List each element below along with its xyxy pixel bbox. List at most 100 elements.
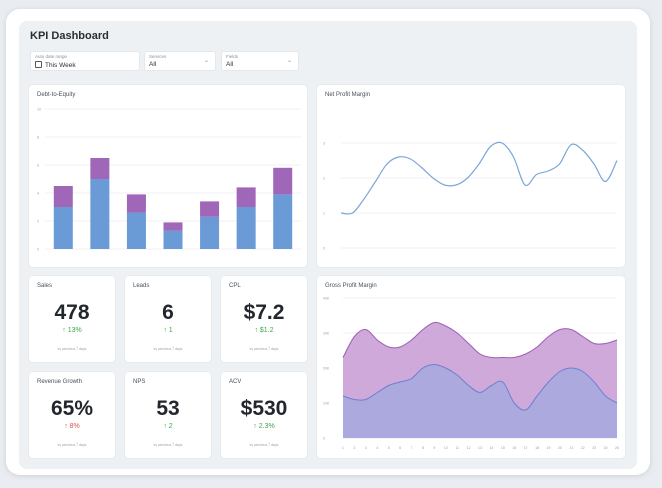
kpi-label: CPL xyxy=(229,283,241,289)
y-tick-label: 0 xyxy=(323,247,325,251)
x-tick-label: 9 xyxy=(433,446,435,450)
services-select[interactable]: Services All ⌄ xyxy=(144,51,216,71)
series-area xyxy=(343,364,617,438)
services-label: Services xyxy=(149,54,167,59)
y-tick-label: 20K xyxy=(323,367,330,371)
kpi-value: 65% xyxy=(50,397,94,420)
kpi-label: Leads xyxy=(133,283,150,289)
series-line xyxy=(340,141,618,215)
x-tick-label: 11 xyxy=(455,446,459,450)
bar-segment xyxy=(126,194,146,213)
fields-label: Fields xyxy=(226,54,239,59)
kpi-value: 53 xyxy=(156,397,180,420)
x-tick-label: 2 xyxy=(353,446,355,450)
x-tick-label: 24 xyxy=(604,446,608,450)
x-tick-label: 20 xyxy=(558,446,562,450)
y-tick-label: 40K xyxy=(323,297,330,301)
x-tick-label: 6 xyxy=(399,446,401,450)
y-tick-label: 2 xyxy=(323,177,325,181)
fields-select[interactable]: Fields All ⌄ xyxy=(221,51,299,71)
x-tick-label: 17 xyxy=(524,446,528,450)
kpi-card-cpl: CPL $7.2 ↑ $1.2 vs previous 7 days xyxy=(221,276,307,362)
y-tick-label: 10 xyxy=(37,108,41,112)
kpi-label: Revenue Growth xyxy=(37,379,83,385)
net-profit-margin-chart: 0 1 2 3 xyxy=(323,141,618,251)
x-tick-label: 13 xyxy=(478,446,482,450)
bar-segment xyxy=(236,207,256,249)
kpi-comparison: vs previous 7 days xyxy=(57,443,87,447)
date-range-label: Auto date range xyxy=(35,54,68,59)
x-tick-label: 10 xyxy=(444,446,448,450)
x-tick-label: 4 xyxy=(376,446,378,450)
x-tick-label: 5 xyxy=(388,446,390,450)
x-tick-label: 1 xyxy=(342,446,344,450)
x-tick-label: 23 xyxy=(592,446,596,450)
page-title: KPI Dashboard xyxy=(30,30,109,42)
series-line xyxy=(342,363,618,411)
bar-segment xyxy=(273,194,293,249)
kpi-delta: ↑ 8% xyxy=(64,423,80,430)
net-profit-margin-card: Net Profit Margin 0 1 2 3 xyxy=(317,85,625,267)
x-tick-label: 3 xyxy=(365,446,367,450)
x-tick-label: 12 xyxy=(467,446,471,450)
series-line xyxy=(342,321,618,359)
kpi-label: NPS xyxy=(133,379,146,385)
gross-profit-margin-title: Gross Profit Margin xyxy=(325,283,377,289)
fields-value: All xyxy=(226,61,234,68)
debt-to-equity-title: Debt-to-Equity xyxy=(37,92,76,98)
gross-profit-margin-card: Gross Profit Margin 0 10K 20K 30K 40K 1 2 3 4 5 6 7… xyxy=(317,276,625,458)
y-tick-label: 2 xyxy=(37,220,39,224)
kpi-delta: ↑ 13% xyxy=(62,327,82,334)
kpi-card-sales: Sales 478 ↑ 13% vs previous 7 days xyxy=(29,276,115,362)
kpi-comparison: vs previous 7 days xyxy=(249,443,279,447)
y-tick-label: 6 xyxy=(37,164,39,168)
bar-segment xyxy=(273,167,293,195)
kpi-card-nps: NPS 53 ↑ 2 vs previous 7 days xyxy=(125,372,211,458)
kpi-delta: ↑ 2 xyxy=(163,423,173,430)
y-tick-label: 1 xyxy=(323,212,325,216)
y-tick-label: 10K xyxy=(323,402,330,406)
kpi-comparison: vs previous 7 days xyxy=(249,347,279,351)
kpi-value: $530 xyxy=(240,397,288,420)
kpi-card-acv: ACV $530 ↑ 2.3% vs previous 7 days xyxy=(221,372,307,458)
kpi-label: ACV xyxy=(229,379,242,385)
kpi-delta: ↑ $1.2 xyxy=(254,327,274,334)
x-tick-label: 21 xyxy=(569,446,573,450)
services-value: All xyxy=(149,61,157,68)
bar-segment xyxy=(200,201,220,217)
bar-segment xyxy=(53,207,73,249)
kpi-card-leads: Leads 6 ↑ 1 vs previous 7 days xyxy=(125,276,211,362)
bar-segment xyxy=(200,216,220,249)
y-tick-label: 0 xyxy=(37,248,39,252)
bar-segment xyxy=(236,187,256,207)
bar-segment xyxy=(126,212,146,249)
y-tick-label: 8 xyxy=(37,136,39,140)
x-tick-label: 22 xyxy=(581,446,585,450)
bar-segment xyxy=(90,158,110,179)
y-tick-label: 3 xyxy=(323,142,325,146)
x-tick-label: 16 xyxy=(512,446,516,450)
date-range-value: This Week xyxy=(45,62,76,69)
x-tick-label: 7 xyxy=(411,446,413,450)
kpi-card-revenue-growth: Revenue Growth 65% ↑ 8% vs previous 7 da… xyxy=(29,372,115,458)
kpi-delta: ↑ 2.3% xyxy=(253,423,275,430)
bar-segment xyxy=(163,230,183,249)
x-tick-label: 15 xyxy=(501,446,505,450)
y-tick-label: 0 xyxy=(323,437,325,441)
kpi-comparison: vs previous 7 days xyxy=(153,347,183,351)
calendar-icon xyxy=(35,61,42,68)
kpi-value: 478 xyxy=(54,301,90,324)
x-tick-label: 25 xyxy=(615,446,619,450)
kpi-delta: ↑ 1 xyxy=(163,327,173,334)
date-range-filter[interactable]: Auto date range This Week xyxy=(30,51,140,71)
chevron-down-icon: ⌄ xyxy=(286,58,292,64)
debt-to-equity-card: Debt-to-Equity 0 2 4 6 8 10 xyxy=(29,85,307,267)
kpi-comparison: vs previous 7 days xyxy=(153,443,183,447)
x-tick-label: 8 xyxy=(422,446,424,450)
y-tick-label: 4 xyxy=(37,192,39,196)
bar-segment xyxy=(53,186,73,207)
kpi-value: $7.2 xyxy=(243,301,285,324)
kpi-value: 6 xyxy=(162,301,174,324)
kpi-comparison: vs previous 7 days xyxy=(57,347,87,351)
